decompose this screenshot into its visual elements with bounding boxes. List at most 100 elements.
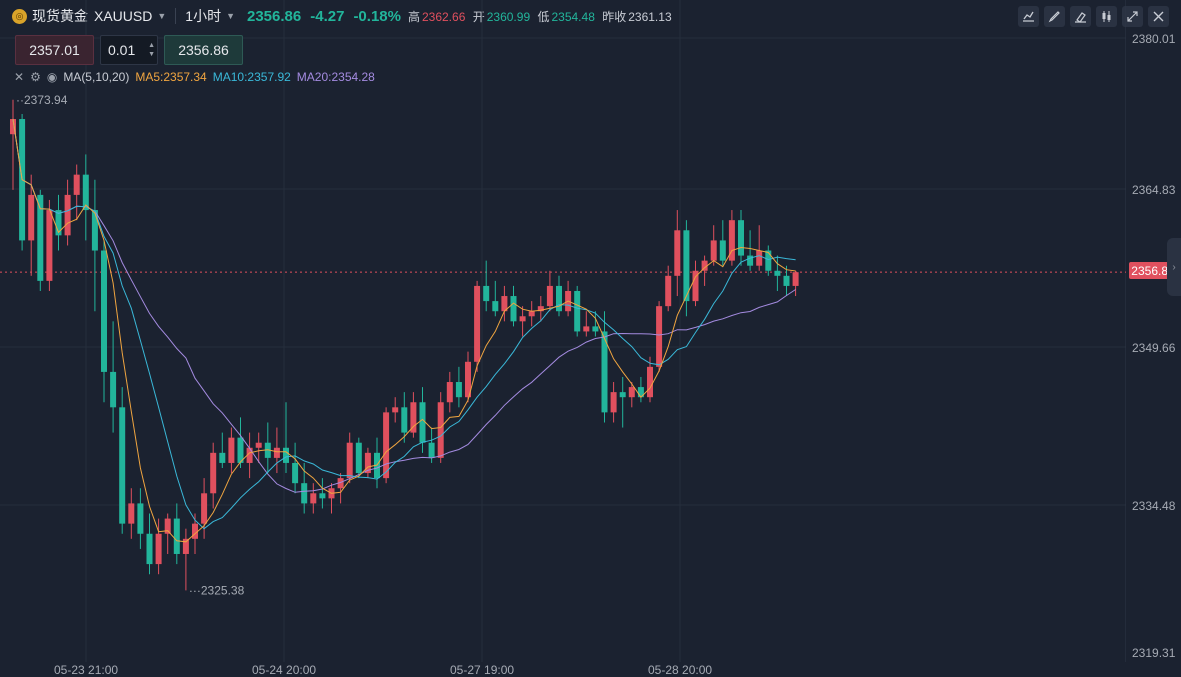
candle-body [619,392,626,398]
candle-body [728,220,735,261]
candle-body [237,437,244,463]
price-tick: 2380.01 [1132,32,1176,46]
side-panel-toggle-icon[interactable]: › [1167,238,1181,296]
candle-body [483,285,490,302]
high-marker: ··2373.94 [16,93,68,107]
candlestick-chart[interactable]: ··2373.94 ···2325.38 [0,0,1126,662]
draw-icon[interactable] [1044,6,1065,27]
prev-close-value: 2361.13 [628,9,672,24]
chart-settings-icon[interactable] [1018,6,1039,27]
candle-body [110,371,117,408]
candle-body [155,533,162,565]
candle-body [465,361,471,398]
quantity-stepper[interactable]: 0.01 ▲ ▼ [100,35,158,65]
candle-body [719,240,726,261]
candle-body [692,270,699,302]
candle-body [492,301,499,312]
price-tick: 2319.31 [1132,646,1176,660]
candle-body [283,447,289,463]
candle-body [364,452,371,474]
ma10-value: MA10:2357.92 [212,70,291,84]
high-label: 高 [407,9,420,24]
candle-body [519,316,526,322]
stepper-arrows[interactable]: ▲ ▼ [148,41,155,59]
quantity-value[interactable]: 0.01 [108,42,136,58]
candle-body [101,250,107,372]
candle-body [546,285,553,307]
last-price: 2356.86 [247,7,302,25]
candle-body [10,119,16,135]
candle-body [292,462,299,484]
ma20-value: MA20:2354.28 [296,70,375,84]
candle-body [455,382,462,398]
candle-body [637,387,644,398]
candle-body [510,296,517,322]
price-tick: 2334.48 [1132,499,1176,513]
indicator-name: MA(5,10,20) [63,70,130,84]
time-tick: 05-28 20:00 [648,663,713,677]
candle-body [556,285,562,312]
candle-body [446,382,453,403]
candle-body [401,407,408,433]
candle-body [747,255,754,266]
gold-logo-icon: ◎ [12,8,27,24]
candle-type-icon[interactable] [1096,6,1117,27]
candle-body [182,538,189,554]
indicator-settings-icon[interactable]: ⚙ [30,70,41,84]
ohlc-readout: 高 2362.66 开 2360.99 低 2354.48 昨收 2361.13 [408,8,676,25]
interval-dropdown-icon[interactable]: ▼ [226,11,235,21]
sell-price-button[interactable]: 2357.01 [15,35,94,65]
fullscreen-icon[interactable] [1122,6,1143,27]
candle-body [583,326,590,332]
candle-body [301,483,308,504]
price-change-percent: -0.18% [353,7,401,25]
candle-body [665,275,672,307]
symbol-name[interactable]: 现货黄金 [32,8,88,24]
close-icon[interactable] [1148,6,1169,27]
price-tick: 2364.83 [1132,183,1176,197]
candle-body [82,174,89,211]
candle-body [192,523,198,539]
candle-body [255,442,262,448]
price-axis[interactable]: 2380.01 2364.83 2349.66 2334.48 2319.31 [1126,32,1181,662]
candle-body [756,250,763,266]
interval-selector[interactable]: 1小时 [185,8,222,24]
candle-body [219,452,226,463]
candle-body [119,407,126,524]
ma5-line [12,118,796,543]
candle-body [91,210,98,251]
toggle-visibility-icon[interactable]: ◉ [46,70,58,84]
candle-body [647,366,653,398]
ma20-line [12,118,796,493]
remove-indicator-icon[interactable]: ✕ [14,70,25,84]
eraser-icon[interactable] [1070,6,1091,27]
current-price-tag: 2356.86 [1129,262,1177,279]
prev-close-label: 昨收 [602,9,627,24]
candle-body [674,230,681,276]
candle-body [474,285,481,362]
symbol-dropdown-icon[interactable]: ▼ [157,11,167,21]
candle-body [592,326,599,332]
decrement-icon[interactable]: ▼ [148,51,155,58]
increment-icon[interactable]: ▲ [148,42,155,49]
candle-body [537,306,544,312]
candle-body [37,194,44,281]
symbol-code[interactable]: XAUUSD [94,8,153,24]
time-tick: 05-27 19:00 [450,663,515,677]
candle-body [64,194,71,236]
price-change: -4.27 [310,7,345,25]
candle-body [774,270,781,276]
candle-body [610,392,617,413]
candle-body [392,407,399,413]
candle-body [173,518,180,554]
time-tick: 05-23 21:00 [54,663,119,677]
candle-body [410,402,417,433]
candle-body [246,447,253,463]
candle-body [273,447,280,458]
candle-body [383,412,390,479]
candle-body [783,275,790,286]
candle-body [419,402,426,443]
candle-body [355,442,362,474]
candle-body [28,194,35,241]
buy-price-button[interactable]: 2356.86 [164,35,243,65]
